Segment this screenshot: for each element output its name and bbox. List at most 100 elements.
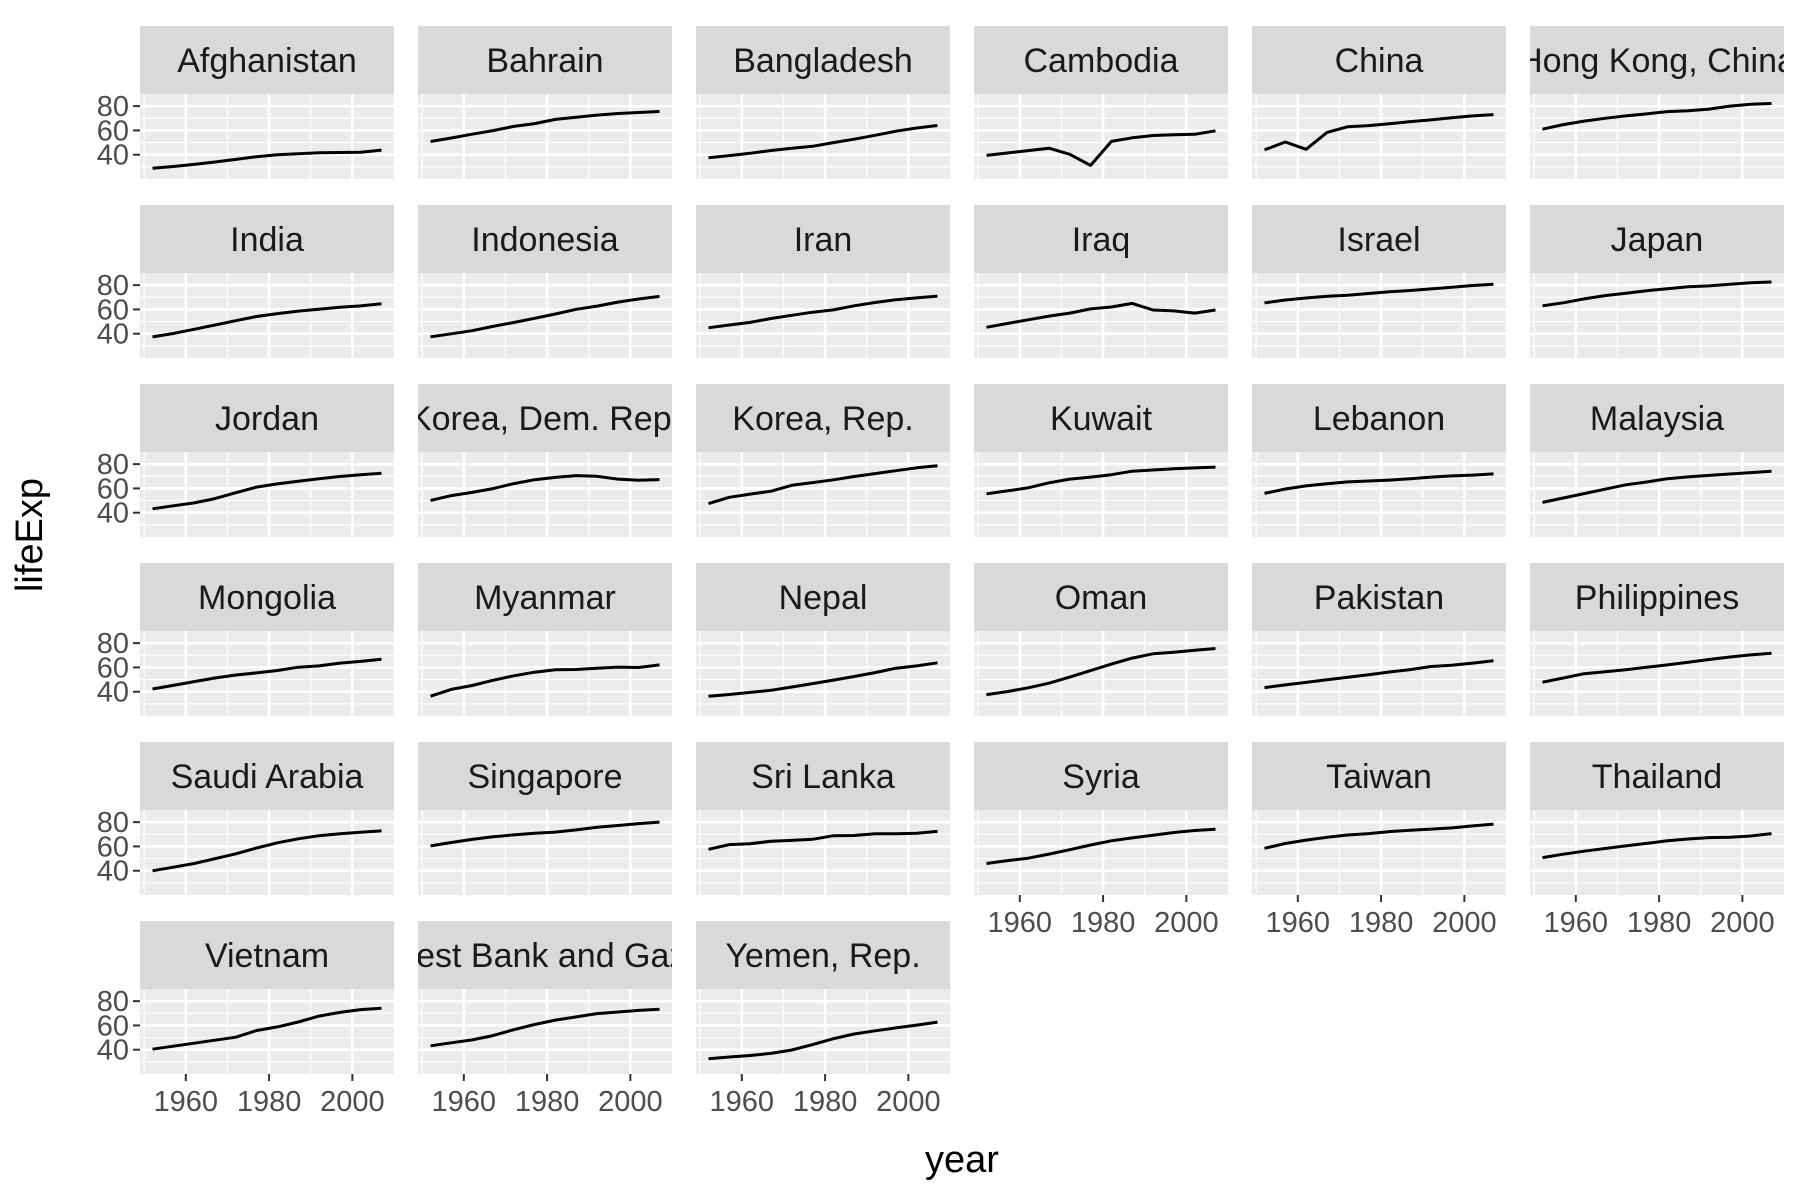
- facet-panel: Oman: [974, 563, 1228, 716]
- x-tick-label: 2000: [1154, 907, 1219, 939]
- y-tick-label: 80: [97, 628, 129, 660]
- facet-strip: [1530, 742, 1784, 810]
- facet-strip: [1530, 563, 1784, 631]
- facet-strip-label: Pakistan: [1314, 579, 1444, 617]
- facet-panel: Singapore: [418, 742, 672, 895]
- series-line: [1542, 280, 1772, 308]
- facet-strip-label: Singapore: [467, 758, 622, 796]
- facet-strip: [696, 563, 950, 631]
- y-tick-label: 40: [97, 140, 129, 172]
- facet-strip-label: West Bank and Gaza: [385, 937, 706, 975]
- y-tick-label: 40: [97, 498, 129, 530]
- facet-strip: [140, 26, 394, 94]
- facet-panel: Cambodia: [974, 26, 1228, 179]
- facet-strip-label: Iraq: [1072, 221, 1131, 259]
- facet-panel: Sri Lanka: [696, 742, 950, 895]
- facet-strip: [140, 921, 394, 989]
- facet-strip: [418, 205, 672, 273]
- facet-strip: [1252, 742, 1506, 810]
- y-tick-label: 40: [97, 319, 129, 351]
- series-line: [1264, 659, 1494, 690]
- x-tick-label: 1980: [793, 1086, 858, 1118]
- facet-strip: [1252, 563, 1506, 631]
- x-tick-label: 1980: [1349, 907, 1414, 939]
- facet-panel: Myanmar: [418, 563, 672, 716]
- series-line: [1263, 113, 1494, 152]
- facet-panel: Korea, Dem. Rep.: [418, 384, 672, 537]
- facet-strip: [418, 742, 672, 810]
- facet-panel: Syria 1960 1980 2000: [974, 742, 1228, 939]
- series-line: [152, 471, 382, 511]
- x-tick-label: 1960: [1544, 907, 1609, 939]
- series-line: [1264, 822, 1494, 850]
- facet-strip: [974, 563, 1228, 631]
- y-tick-label: 80: [97, 807, 129, 839]
- series-line: [1264, 472, 1494, 495]
- facet-strip-label: Indonesia: [471, 221, 619, 259]
- facet-strip: [418, 563, 672, 631]
- facet-panel: Israel: [1252, 205, 1506, 358]
- facet-panel: China: [1252, 26, 1506, 179]
- series-line: [1542, 102, 1772, 131]
- facet-strip-label: Nepal: [779, 579, 868, 617]
- y-tick-label: 60: [97, 294, 129, 326]
- y-tick-label: 80: [97, 986, 129, 1018]
- facet-strip-label: Taiwan: [1326, 758, 1432, 796]
- series-line: [430, 663, 660, 698]
- facet-panel: Taiwan 1960 1980 2000: [1252, 742, 1506, 939]
- y-tick-label: 80: [97, 449, 129, 481]
- facet-panel: Lebanon: [1252, 384, 1506, 537]
- facet-panel: Kuwait: [974, 384, 1228, 537]
- y-tick-label: 60: [97, 115, 129, 147]
- facet-strip-label: Philippines: [1575, 579, 1739, 617]
- series-line: [708, 124, 938, 160]
- facet-strip-label: Bangladesh: [733, 42, 913, 80]
- facet-strip-label: Jordan: [215, 400, 319, 438]
- series-line: [430, 820, 660, 848]
- x-tick-label: 2000: [1432, 907, 1497, 939]
- x-tick-label: 1980: [237, 1086, 302, 1118]
- facet-panel: Yemen, Rep. 1960 1980 2000: [696, 921, 950, 1118]
- series-line: [986, 647, 1216, 697]
- facet-strip-label: Afghanistan: [177, 42, 357, 80]
- facet-strip-label: Malaysia: [1590, 400, 1724, 438]
- x-tick-label: 1960: [1266, 907, 1331, 939]
- series-line: [152, 148, 382, 170]
- series-line: [708, 294, 938, 330]
- facet-strip-label: Korea, Rep.: [732, 400, 913, 438]
- facet-strip: [418, 384, 672, 452]
- series-line: [986, 301, 1216, 329]
- facet-panel: Bahrain: [418, 26, 672, 179]
- y-tick-label: 60: [97, 1010, 129, 1042]
- y-tick-label: 40: [97, 856, 129, 888]
- facet-panel: Hong Kong, China: [1530, 26, 1784, 179]
- y-tick-label: 60: [97, 473, 129, 505]
- series-line: [430, 294, 660, 339]
- facet-strip: [1252, 205, 1506, 273]
- x-tick-label: 1980: [1627, 907, 1692, 939]
- series-line: [1542, 651, 1772, 684]
- facet-strip: [974, 205, 1228, 273]
- facet-strip: [140, 384, 394, 452]
- x-axis-title: year: [925, 1139, 999, 1181]
- facet-strip-label: Saudi Arabia: [171, 758, 364, 796]
- facet-panel: Iran: [696, 205, 950, 358]
- facet-strip: [696, 921, 950, 989]
- series-line: [430, 474, 660, 502]
- facet-strip-label: Israel: [1337, 221, 1420, 259]
- facet-strip-label: Lebanon: [1313, 400, 1445, 438]
- facet-strip-label: India: [230, 221, 304, 259]
- series-line: [708, 829, 938, 851]
- facet-strip: [140, 205, 394, 273]
- facet-strip: [696, 742, 950, 810]
- facet-strip: [974, 742, 1228, 810]
- facet-panel: Nepal: [696, 563, 950, 716]
- facet-strip-label: Oman: [1055, 579, 1148, 617]
- facet-strip-label: Mongolia: [198, 579, 336, 617]
- x-tick-label: 1980: [515, 1086, 580, 1118]
- series-line: [986, 465, 1216, 496]
